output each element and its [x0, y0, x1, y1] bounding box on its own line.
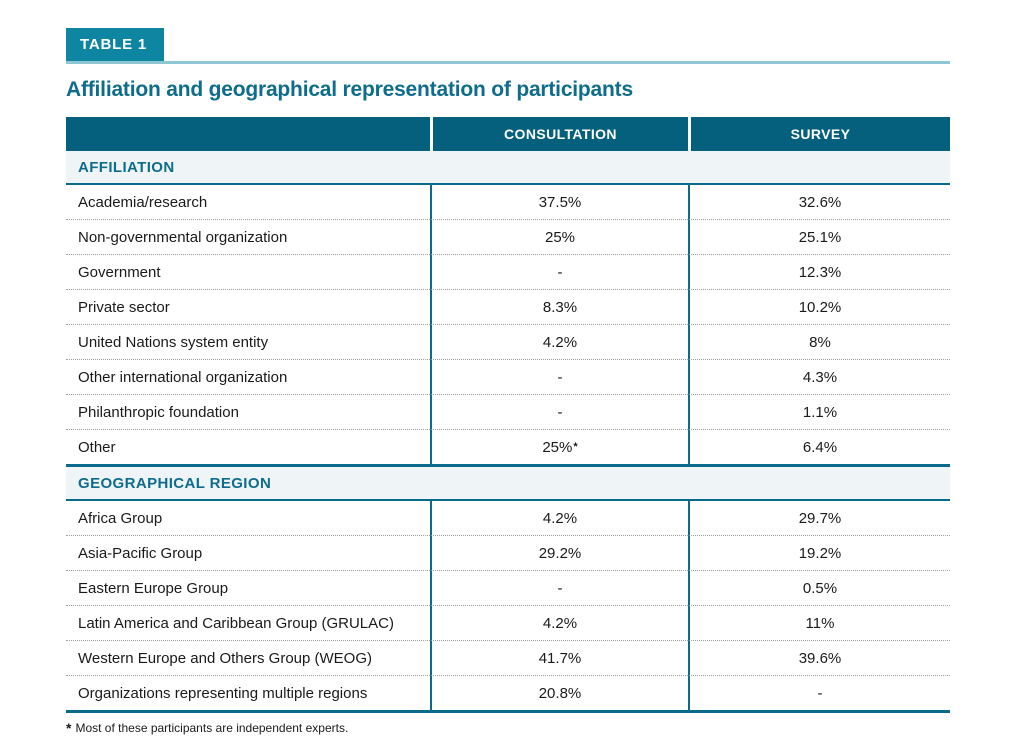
survey-value: - [688, 675, 950, 713]
table-row: Private sector 8.3% 10.2% [66, 289, 950, 324]
survey-value: 12.3% [688, 254, 950, 289]
survey-value: 29.7% [688, 501, 950, 535]
row-label: Private sector [66, 289, 430, 324]
row-label: Eastern Europe Group [66, 570, 430, 605]
survey-value: 10.2% [688, 289, 950, 324]
table-tag-bar: TABLE 1 [66, 28, 950, 64]
table-row: United Nations system entity 4.2% 8% [66, 324, 950, 359]
table-body: AFFILIATION Academia/research 37.5% 32.6% No… [66, 151, 950, 713]
footnote: * Most of these participants are independ… [66, 720, 950, 736]
table-row: Other 25% * 6.4% [66, 429, 950, 467]
consultation-value: 20.8% [430, 675, 688, 713]
consultation-value: 4.2% [430, 501, 688, 535]
survey-value: 32.6% [688, 185, 950, 219]
section-header: GEOGRAPHICAL REGION [66, 467, 950, 501]
table-row: Government -12.3% [66, 254, 950, 289]
table-row: Non-governmental organization 25% 25.1% [66, 219, 950, 254]
table-row: Africa Group 4.2% 29.7% [66, 501, 950, 535]
column-header-consultation: CONSULTATION [430, 117, 688, 151]
row-label: Organizations representing multiple regi… [66, 675, 430, 713]
row-label: Western Europe and Others Group (WEOG) [66, 640, 430, 675]
report-table-figure: TABLE 1 Affiliation and geographical rep… [66, 28, 950, 736]
consultation-value: - [430, 394, 688, 429]
table-row: Organizations representing multiple regi… [66, 675, 950, 713]
section-header-label: AFFILIATION [78, 158, 175, 176]
survey-value: 11% [688, 605, 950, 640]
survey-value: 6.4% [688, 429, 950, 467]
consultation-value: - [430, 254, 688, 289]
column-header-survey: SURVEY [688, 117, 950, 151]
data-table: CONSULTATION SURVEY AFFILIATION Academia/… [66, 117, 950, 713]
consultation-value: - [430, 359, 688, 394]
survey-value: 25.1% [688, 219, 950, 254]
section-header: AFFILIATION [66, 151, 950, 185]
consultation-value: 8.3% [430, 289, 688, 324]
row-label: Non-governmental organization [66, 219, 430, 254]
consultation-value: 41.7% [430, 640, 688, 675]
survey-value: 19.2% [688, 535, 950, 570]
row-label: Academia/research [66, 185, 430, 219]
table-row: Western Europe and Others Group (WEOG) 41… [66, 640, 950, 675]
table-title: Affiliation and geographical representat… [66, 78, 633, 101]
consultation-value: 25% [430, 219, 688, 254]
footnote-marker: * [66, 720, 72, 736]
row-label: United Nations system entity [66, 324, 430, 359]
footnote-text: Most of these participants are independe… [75, 721, 349, 735]
consultation-value: 4.2% [430, 324, 688, 359]
consultation-value: - [430, 570, 688, 605]
table-row: Academia/research 37.5% 32.6% [66, 185, 950, 219]
consultation-value: 25% * [430, 429, 688, 467]
consultation-value: 29.2% [430, 535, 688, 570]
table-tag: TABLE 1 [66, 28, 164, 61]
table-row: Latin America and Caribbean Group (GRULA… [66, 605, 950, 640]
consultation-value: 37.5% [430, 185, 688, 219]
column-header-blank [66, 117, 430, 151]
table-row: Philanthropic foundation -1.1% [66, 394, 950, 429]
row-label: Philanthropic foundation [66, 394, 430, 429]
table-row: Asia-Pacific Group 29.2% 19.2% [66, 535, 950, 570]
row-label: Other [66, 429, 430, 467]
survey-value: 0.5% [688, 570, 950, 605]
survey-value: 39.6% [688, 640, 950, 675]
survey-value: 1.1% [688, 394, 950, 429]
row-label: Asia-Pacific Group [66, 535, 430, 570]
section-header-label: GEOGRAPHICAL REGION [78, 474, 272, 492]
table-row: Other international organization -4.3% [66, 359, 950, 394]
row-label: Government [66, 254, 430, 289]
row-label: Africa Group [66, 501, 430, 535]
survey-value: 4.3% [688, 359, 950, 394]
table-row: Eastern Europe Group -0.5% [66, 570, 950, 605]
survey-value: 8% [688, 324, 950, 359]
consultation-value: 4.2% [430, 605, 688, 640]
row-label: Other international organization [66, 359, 430, 394]
table-header-row: CONSULTATION SURVEY [66, 117, 950, 151]
row-label: Latin America and Caribbean Group (GRULA… [66, 605, 430, 640]
